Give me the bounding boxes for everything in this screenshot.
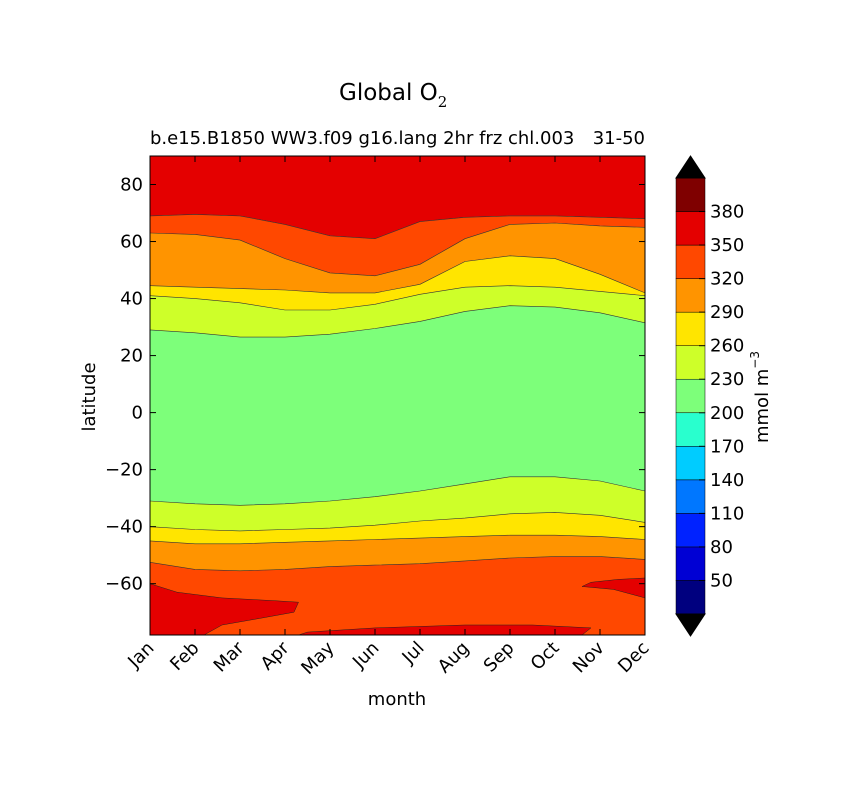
chart-title-main: Global O bbox=[339, 80, 438, 106]
contour-bands bbox=[150, 156, 645, 635]
x-tick-label: May bbox=[297, 637, 338, 678]
colorbar-tick-label: 290 bbox=[710, 302, 744, 323]
x-tick-label: Aug bbox=[434, 638, 474, 678]
band-260-290-north bbox=[150, 255, 645, 310]
chart-subtitle-left: b.e15.B1850 WW3.f09 g16.lang 2hr frz chl… bbox=[150, 128, 574, 149]
x-tick-label: Oct bbox=[527, 638, 564, 675]
y-tick-label: 0 bbox=[132, 403, 143, 424]
x-tick-label: Jan bbox=[123, 638, 158, 673]
y-axis-label: latitude bbox=[79, 362, 100, 431]
contour-line-1 bbox=[150, 214, 645, 240]
colorbar-tick-label: 80 bbox=[710, 537, 733, 558]
colorbar-swatch-170-200 bbox=[675, 412, 706, 447]
colorbar-tick-label: 200 bbox=[710, 403, 744, 424]
contour-line-5 bbox=[150, 305, 645, 338]
colorbar-swatch-80-110 bbox=[675, 513, 706, 548]
colorbar-extend-top-arrow bbox=[675, 155, 706, 179]
contour-lines bbox=[150, 214, 645, 572]
y-tick-label: −40 bbox=[105, 517, 143, 538]
band-290-320-south bbox=[150, 535, 645, 571]
colorbar-tick-label: 110 bbox=[710, 503, 744, 524]
colorbar-label: mmol m−3 bbox=[748, 351, 773, 443]
colorbar: 50 80 110 140 170 200 230 260 290 320 350 380 bbox=[675, 155, 744, 637]
colorbar-tick-label: 320 bbox=[710, 269, 744, 290]
contour-line-9 bbox=[150, 556, 645, 572]
x-tick-label: Apr bbox=[257, 637, 294, 674]
colorbar-swatch-290-320 bbox=[675, 278, 706, 313]
band-290-320-south-edge bbox=[298, 624, 592, 635]
x-tick-label: Feb bbox=[166, 638, 203, 675]
y-axis: 80 60 40 20 0 −20 −40 −60 bbox=[105, 175, 645, 595]
x-axis-label: month bbox=[368, 689, 426, 710]
colorbar-tick-label: 140 bbox=[710, 470, 744, 491]
contour-plot-area: Jan Feb Mar Apr May Jun Jul Aug Sep Oct Nov Dec 80 6… bbox=[105, 155, 654, 679]
colorbar-tick-label: 230 bbox=[710, 369, 744, 390]
x-tick-label: Sep bbox=[480, 638, 519, 677]
colorbar-tick-label: 50 bbox=[710, 570, 733, 591]
contour-line-3 bbox=[150, 255, 645, 294]
band-350-380-north bbox=[150, 156, 645, 239]
chart-title: Global O2 bbox=[339, 80, 447, 111]
contour-line-4 bbox=[150, 285, 645, 311]
y-tick-label: −20 bbox=[105, 460, 143, 481]
plot-frame bbox=[149, 155, 646, 636]
y-tick-label: 80 bbox=[120, 175, 143, 196]
colorbar-tick-label: 350 bbox=[710, 235, 744, 256]
colorbar-swatch-20-50 bbox=[675, 580, 706, 615]
colorbar-swatch-50-80 bbox=[675, 546, 706, 581]
chart-title-subscript: 2 bbox=[438, 93, 448, 111]
colorbar-label-unit: mmol m bbox=[752, 369, 773, 443]
band-260-290-south bbox=[150, 512, 645, 544]
x-tick-label: Mar bbox=[210, 637, 249, 676]
contour-line-6 bbox=[150, 476, 645, 506]
colorbar-swatch-140-170 bbox=[675, 446, 706, 481]
band-350-380-south-west bbox=[150, 583, 299, 635]
band-230-260-south bbox=[150, 476, 645, 531]
contour-line-8 bbox=[150, 534, 645, 545]
y-tick-label: 60 bbox=[120, 232, 143, 253]
colorbar-swatch-200-230 bbox=[675, 378, 706, 414]
colorbar-tick-label: 380 bbox=[710, 202, 744, 223]
colorbar-swatch-350-380 bbox=[675, 211, 706, 246]
band-230-260-north bbox=[150, 285, 645, 338]
x-tick-label: Jul bbox=[398, 638, 429, 669]
colorbar-extend-bottom-arrow bbox=[675, 613, 706, 637]
contour-line-2 bbox=[150, 222, 645, 277]
colorbar-tick-label: 260 bbox=[710, 336, 744, 357]
colorbar-swatch-260-290 bbox=[675, 311, 706, 346]
band-350-380-south-east bbox=[581, 577, 645, 599]
x-tick-label: Dec bbox=[614, 638, 653, 677]
band-200-230 bbox=[150, 305, 645, 506]
y-tick-label: 40 bbox=[120, 289, 143, 310]
x-tick-label: Nov bbox=[569, 637, 609, 677]
colorbar-swatch-380-410 bbox=[675, 177, 706, 212]
y-tick-label: 20 bbox=[120, 346, 143, 367]
band-290-320-north bbox=[150, 223, 645, 293]
chart-subtitle-right: 31-50 bbox=[593, 128, 645, 149]
colorbar-swatch-110-140 bbox=[675, 479, 706, 514]
colorbar-swatch-320-350 bbox=[675, 244, 706, 279]
y-tick-label: −60 bbox=[105, 574, 143, 595]
colorbar-swatch-230-260 bbox=[675, 345, 706, 380]
band-320-350-north bbox=[150, 214, 645, 276]
x-tick-label: Jun bbox=[348, 638, 383, 673]
contour-line-7 bbox=[150, 512, 645, 532]
colorbar-tick-label: 170 bbox=[710, 436, 744, 457]
colorbar-label-exponent: −3 bbox=[748, 351, 762, 369]
